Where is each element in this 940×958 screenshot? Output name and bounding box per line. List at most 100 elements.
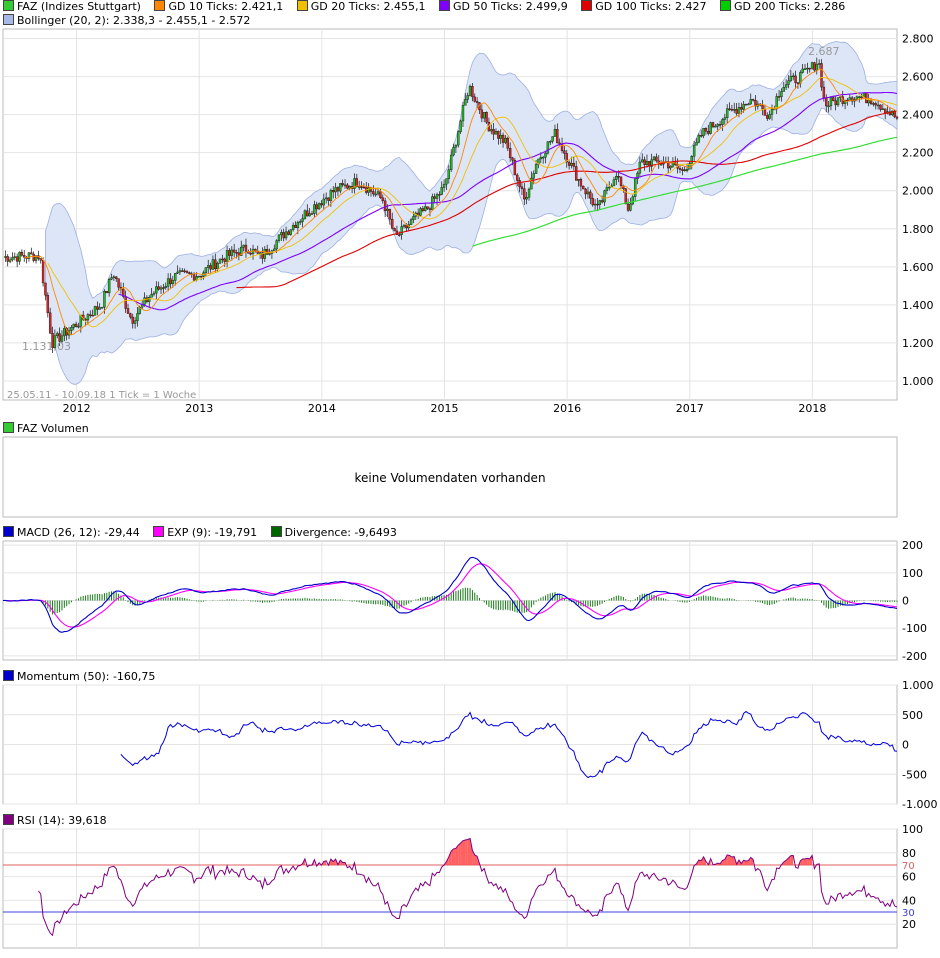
candle-body: [188, 272, 191, 274]
rsi-overbought-fill: [722, 859, 725, 865]
rsi-overbought-fill: [698, 860, 702, 865]
candle-body: [598, 200, 601, 205]
candle-body: [669, 165, 672, 169]
candle-body: [876, 104, 880, 107]
candle-body: [617, 176, 620, 178]
rsi-overbought-fill: [460, 840, 463, 865]
rsi-overbought-fill: [746, 860, 749, 865]
x-tick-label: 2018: [798, 402, 826, 415]
candle-body: [100, 306, 104, 309]
macd-panel: 200 100 0 -100 -200: [2, 539, 927, 663]
candle-body: [261, 252, 264, 259]
candle-body: [780, 91, 783, 98]
rsi-overbought-fill: [470, 838, 473, 865]
candle-body: [70, 327, 73, 331]
candle-body: [572, 163, 576, 167]
gd50-line: [118, 91, 898, 311]
candle-body: [435, 194, 439, 199]
candle-body: [103, 291, 106, 308]
rsi-overbought-fill: [731, 856, 735, 865]
bollinger-band: [45, 40, 898, 385]
candle-body: [735, 109, 738, 114]
candlesticks: [4, 57, 899, 354]
y-tick-label: -500: [902, 768, 927, 781]
volume-panel-frame: [2, 436, 898, 518]
rsi-overbought-fill: [474, 855, 478, 865]
candle-body: [110, 277, 113, 280]
candle-body: [537, 158, 540, 165]
rsi-overbought-fill: [727, 854, 730, 865]
candle-body: [570, 163, 573, 166]
candle-body: [218, 258, 222, 264]
rsi-panel: 100 80 60 40 20 70 30: [2, 823, 923, 949]
gd20-line: [47, 77, 898, 328]
legend-swatch: [3, 14, 14, 25]
legend-swatch: [153, 526, 165, 537]
candle-body: [105, 291, 108, 294]
candle-body: [867, 100, 870, 104]
candle-body: [761, 104, 764, 110]
rsi-overbought-fill: [465, 839, 468, 865]
candle-body: [294, 224, 297, 229]
candle-body: [348, 186, 351, 189]
candle-body: [850, 97, 854, 102]
gd100-line: [236, 110, 898, 289]
rsi-overbought-fill: [729, 855, 732, 865]
high-annotation: 2.687: [808, 45, 840, 58]
candle-body: [329, 190, 333, 201]
candle-body: [881, 108, 885, 111]
candle-body: [577, 178, 580, 181]
rsi-overbought-fill: [783, 860, 787, 865]
candle-body: [742, 103, 745, 110]
candle-body: [60, 335, 64, 342]
legend-gd200: GD 200 Ticks: 2.286: [720, 0, 845, 13]
candle-body: [46, 294, 50, 314]
candle-body: [525, 197, 528, 200]
candle-body: [136, 313, 139, 321]
candle-body: [723, 117, 727, 120]
candle-body: [242, 244, 245, 248]
legend-swatch: [296, 0, 308, 11]
candle-body: [37, 255, 40, 259]
candle-body: [825, 97, 828, 107]
candle-body: [393, 228, 396, 232]
candle-body: [115, 276, 118, 279]
candle-body: [806, 67, 809, 70]
rsi-overbought-fill: [458, 843, 461, 865]
candle-body: [641, 159, 644, 163]
candle-body: [313, 204, 316, 214]
x-tick-label: 2014: [308, 402, 336, 415]
candle-body: [440, 187, 443, 195]
candle-body: [678, 168, 682, 170]
x-tick-label: 2016: [553, 402, 581, 415]
candle-body: [718, 124, 722, 126]
candle-body: [51, 333, 54, 348]
candle-body: [692, 144, 696, 157]
candle-body: [865, 92, 868, 104]
legend-swatch: [154, 0, 166, 11]
candle-body: [796, 82, 800, 84]
candle-body: [23, 255, 26, 258]
candle-body: [327, 197, 330, 201]
legend-gd100: GD 100 Ticks: 2.427: [581, 0, 707, 13]
candle-body: [402, 224, 406, 227]
candle-body: [549, 141, 552, 143]
candle-body: [353, 178, 356, 189]
y-tick-label: 100: [902, 567, 923, 580]
candle-body: [449, 154, 453, 170]
y-tick-label: 1.600: [902, 261, 934, 274]
candle-body: [6, 256, 9, 262]
candle-body: [388, 208, 392, 220]
candle-body: [516, 174, 519, 181]
legend-swatch: [3, 670, 14, 681]
candle-body: [747, 103, 750, 106]
candle-body: [541, 156, 545, 159]
candle-body: [794, 75, 797, 83]
rsi-overbought-fill: [805, 858, 808, 865]
volume-panel: keine Volumendaten vorhanden: [2, 436, 898, 518]
rsi-grid: [3, 828, 897, 948]
main-legend: FAZ (Indizes Stuttgart) GD 10 Ticks: 2.4…: [3, 0, 855, 13]
candle-body: [306, 210, 309, 217]
candle-body: [15, 256, 19, 262]
candle-body: [58, 333, 61, 342]
